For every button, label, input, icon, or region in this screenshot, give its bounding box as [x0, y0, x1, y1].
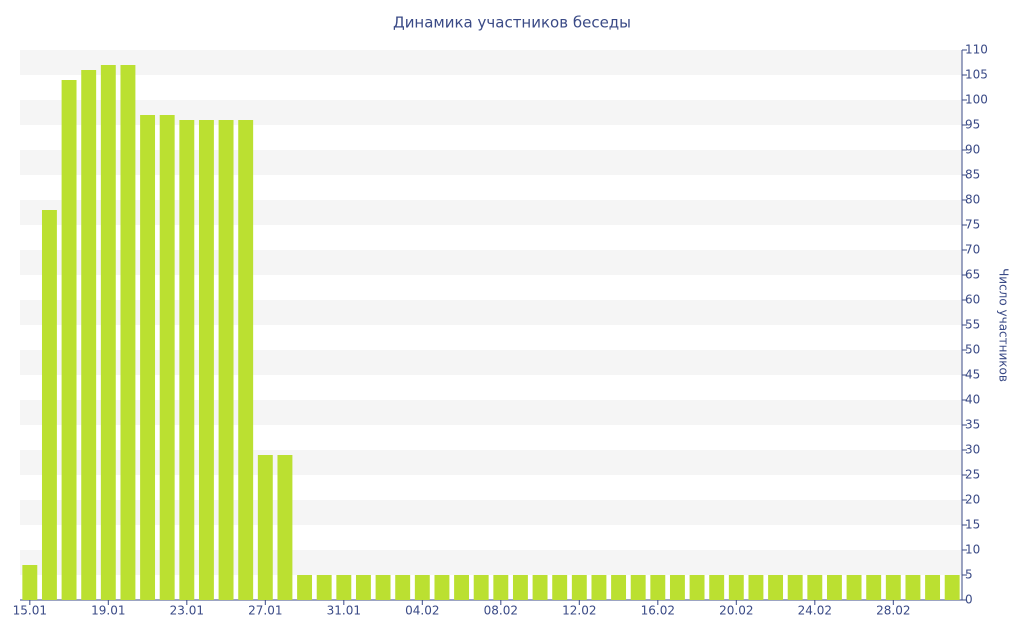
bar: [414, 575, 430, 600]
x-tick-label: 28.02: [876, 604, 910, 618]
bar: [257, 455, 273, 600]
bar: [41, 210, 57, 600]
y-tick-label: 15: [965, 518, 980, 532]
bar: [591, 575, 607, 600]
grid-band: [20, 350, 962, 375]
y-tick-label: 75: [965, 218, 980, 232]
y-tick-label: 0: [965, 593, 973, 607]
bar: [434, 575, 450, 600]
bar: [238, 120, 254, 600]
bar: [61, 80, 77, 600]
bar: [866, 575, 882, 600]
bar: [630, 575, 646, 600]
bar: [571, 575, 587, 600]
x-tick-label: 27.01: [248, 604, 282, 618]
grid-band: [20, 250, 962, 275]
bar: [905, 575, 921, 600]
bar: [493, 575, 509, 600]
y-tick-label: 10: [965, 543, 980, 557]
y-tick-label: 20: [965, 493, 980, 507]
bar: [611, 575, 627, 600]
bar: [787, 575, 803, 600]
bar: [846, 575, 862, 600]
y-tick-label: 105: [965, 68, 988, 82]
bar: [355, 575, 371, 600]
y-tick-label: 100: [965, 93, 988, 107]
bar: [297, 575, 313, 600]
bar: [885, 575, 901, 600]
grid-band: [20, 450, 962, 475]
bar: [198, 120, 214, 600]
bar: [748, 575, 764, 600]
bar: [159, 115, 175, 600]
bar: [316, 575, 332, 600]
bar: [552, 575, 568, 600]
bar: [120, 65, 136, 600]
bar: [218, 120, 234, 600]
grid-band: [20, 200, 962, 225]
bar: [22, 565, 38, 600]
bar: [100, 65, 116, 600]
grid-band: [20, 50, 962, 75]
x-tick-label: 12.02: [562, 604, 596, 618]
grid-band: [20, 100, 962, 125]
bar: [473, 575, 489, 600]
x-tick-label: 16.02: [641, 604, 675, 618]
bar: [944, 575, 960, 600]
x-tick-label: 24.02: [798, 604, 832, 618]
x-tick-label: 04.02: [405, 604, 439, 618]
bar: [140, 115, 156, 600]
bar: [669, 575, 685, 600]
x-tick-label: 23.01: [170, 604, 204, 618]
bar: [807, 575, 823, 600]
y-tick-label: 65: [965, 268, 980, 282]
y-tick-label: 70: [965, 243, 980, 257]
x-tick-label: 19.01: [91, 604, 125, 618]
y-axis-title: Число участников: [997, 268, 1011, 382]
bar: [728, 575, 744, 600]
bar: [768, 575, 784, 600]
y-tick-label: 110: [965, 43, 988, 57]
y-tick-label: 55: [965, 318, 980, 332]
x-tick-label: 20.02: [719, 604, 753, 618]
bar: [689, 575, 705, 600]
bar: [826, 575, 842, 600]
y-tick-label: 5: [965, 568, 973, 582]
y-tick-label: 50: [965, 343, 980, 357]
grid-band: [20, 400, 962, 425]
bar: [277, 455, 293, 600]
y-tick-label: 30: [965, 443, 980, 457]
bar: [925, 575, 941, 600]
grid-band: [20, 300, 962, 325]
x-tick-label: 08.02: [484, 604, 518, 618]
y-tick-label: 60: [965, 293, 980, 307]
y-tick-label: 40: [965, 393, 980, 407]
y-tick-label: 25: [965, 468, 980, 482]
bar: [709, 575, 725, 600]
bar: [375, 575, 391, 600]
bar: [179, 120, 195, 600]
y-tick-label: 80: [965, 193, 980, 207]
bar: [336, 575, 352, 600]
grid-band: [20, 550, 962, 575]
chart-title: Динамика участников беседы: [393, 14, 631, 32]
y-tick-label: 45: [965, 368, 980, 382]
bar: [395, 575, 411, 600]
y-tick-label: 90: [965, 143, 980, 157]
bar: [81, 70, 97, 600]
bar: [454, 575, 470, 600]
bar: [650, 575, 666, 600]
bar: [512, 575, 528, 600]
y-tick-label: 95: [965, 118, 980, 132]
x-tick-label: 31.01: [327, 604, 361, 618]
y-tick-label: 35: [965, 418, 980, 432]
grid-band: [20, 150, 962, 175]
x-tick-label: 15.01: [13, 604, 47, 618]
bar: [532, 575, 548, 600]
grid-band: [20, 500, 962, 525]
y-tick-label: 85: [965, 168, 980, 182]
